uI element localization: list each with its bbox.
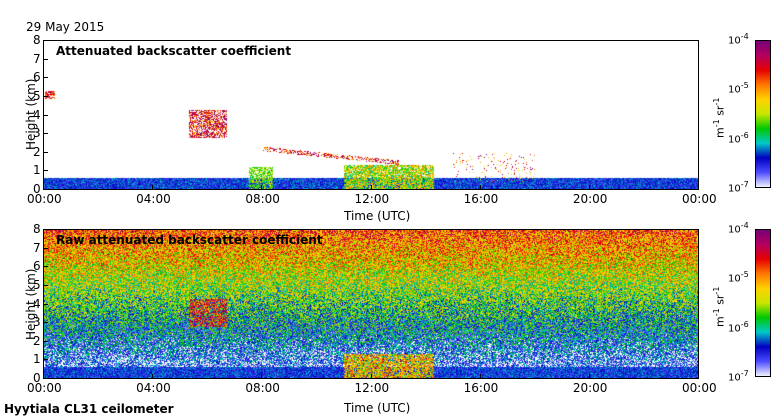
y-tick-mark bbox=[43, 95, 48, 97]
panel-title: Attenuated backscatter coefficient bbox=[56, 44, 292, 58]
y-tick-label: 6 bbox=[33, 259, 41, 274]
y-tick-label: 7 bbox=[33, 240, 41, 255]
colorbar-unit: m-1 sr-1 bbox=[712, 286, 727, 327]
heatmap-canvas bbox=[44, 41, 698, 189]
y-tick-mark bbox=[43, 378, 48, 379]
instrument-label: Hyytiala CL31 ceilometer bbox=[4, 402, 174, 416]
x-tick-label: 12:00 bbox=[354, 192, 390, 206]
panel-title: Raw attenuated backscatter coefficient bbox=[56, 233, 323, 247]
colorbar bbox=[755, 40, 771, 188]
x-tick-label: 08:00 bbox=[245, 381, 280, 395]
y-tick-mark bbox=[43, 359, 48, 361]
y-tick-mark bbox=[43, 151, 48, 153]
y-tick-mark bbox=[43, 229, 48, 230]
x-tick-mark bbox=[588, 185, 590, 190]
x-tick-label: 12:00 bbox=[354, 381, 390, 395]
x-tick-mark bbox=[479, 374, 481, 379]
y-tick-label: 7 bbox=[33, 51, 41, 66]
colorbar-tick-label: 10-4 bbox=[728, 32, 749, 47]
colorbar bbox=[755, 229, 771, 377]
x-tick-mark bbox=[152, 374, 154, 379]
x-tick-mark bbox=[43, 185, 44, 190]
colorbar-tick-label: 10-5 bbox=[728, 270, 749, 285]
y-tick-mark bbox=[43, 40, 48, 41]
y-tick-label: 3 bbox=[33, 315, 41, 330]
colorbar-tick-label: 10-7 bbox=[728, 369, 749, 384]
x-tick-label: 16:00 bbox=[463, 381, 499, 395]
x-tick-label: 00:00 bbox=[682, 192, 717, 206]
x-tick-mark bbox=[261, 374, 263, 379]
y-tick-mark bbox=[43, 133, 48, 135]
x-tick-label: 08:00 bbox=[245, 192, 280, 206]
y-tick-label: 1 bbox=[33, 352, 41, 367]
colorbar-tick-label: 10-5 bbox=[728, 81, 749, 96]
x-tick-label: 16:00 bbox=[463, 192, 499, 206]
x-tick-mark bbox=[698, 374, 699, 379]
y-tick-label: 1 bbox=[33, 163, 41, 178]
x-tick-mark bbox=[479, 185, 481, 190]
y-tick-label: 3 bbox=[33, 126, 41, 141]
y-tick-mark bbox=[43, 340, 48, 342]
y-tick-mark bbox=[43, 303, 48, 305]
colorbar-unit: m-1 sr-1 bbox=[712, 97, 727, 138]
x-tick-mark bbox=[43, 374, 44, 379]
x-tick-label: 00:00 bbox=[27, 192, 62, 206]
x-axis-title: Time (UTC) bbox=[344, 401, 411, 415]
raw-attenuated-backscatter-plot: Raw attenuated backscatter coefficient bbox=[43, 229, 699, 379]
x-tick-label: 20:00 bbox=[572, 381, 608, 395]
colorbar-tick-label: 10-6 bbox=[728, 319, 749, 334]
attenuated-backscatter-plot: Attenuated backscatter coefficient bbox=[43, 40, 699, 190]
colorbar-tick-label: 10-7 bbox=[728, 180, 749, 195]
x-tick-label: 00:00 bbox=[682, 381, 717, 395]
y-tick-mark bbox=[43, 114, 48, 116]
y-tick-label: 8 bbox=[33, 222, 41, 236]
y-tick-mark bbox=[43, 58, 48, 60]
colorbar-tick-label: 10-6 bbox=[728, 130, 749, 145]
heatmap-canvas bbox=[44, 230, 698, 378]
x-tick-mark bbox=[370, 185, 372, 190]
x-tick-mark bbox=[261, 185, 263, 190]
date-label: 29 May 2015 bbox=[26, 20, 105, 34]
x-axis-title: Time (UTC) bbox=[344, 209, 411, 223]
colorbar-tick-label: 10-4 bbox=[728, 221, 749, 236]
y-tick-label: 5 bbox=[33, 277, 41, 292]
y-tick-label: 6 bbox=[33, 70, 41, 85]
x-tick-mark bbox=[588, 374, 590, 379]
y-tick-label: 4 bbox=[33, 296, 41, 311]
x-tick-mark bbox=[152, 185, 154, 190]
y-tick-mark bbox=[43, 266, 48, 268]
x-tick-label: 20:00 bbox=[572, 192, 608, 206]
y-tick-label: 4 bbox=[33, 107, 41, 122]
x-tick-label: 04:00 bbox=[136, 381, 171, 395]
y-tick-mark bbox=[43, 322, 48, 324]
x-tick-label: 04:00 bbox=[136, 192, 171, 206]
x-tick-label: 00:00 bbox=[27, 381, 62, 395]
x-tick-mark bbox=[698, 185, 699, 190]
y-tick-mark bbox=[43, 284, 48, 286]
y-tick-mark bbox=[43, 170, 48, 172]
y-tick-label: 5 bbox=[33, 88, 41, 103]
y-tick-mark bbox=[43, 189, 48, 190]
y-tick-mark bbox=[43, 77, 48, 79]
y-tick-label: 2 bbox=[33, 333, 41, 348]
y-tick-label: 0 bbox=[33, 182, 41, 196]
x-tick-mark bbox=[370, 374, 372, 379]
y-tick-label: 0 bbox=[33, 371, 41, 385]
y-tick-mark bbox=[43, 247, 48, 249]
y-tick-label: 8 bbox=[33, 33, 41, 47]
y-tick-label: 2 bbox=[33, 144, 41, 159]
